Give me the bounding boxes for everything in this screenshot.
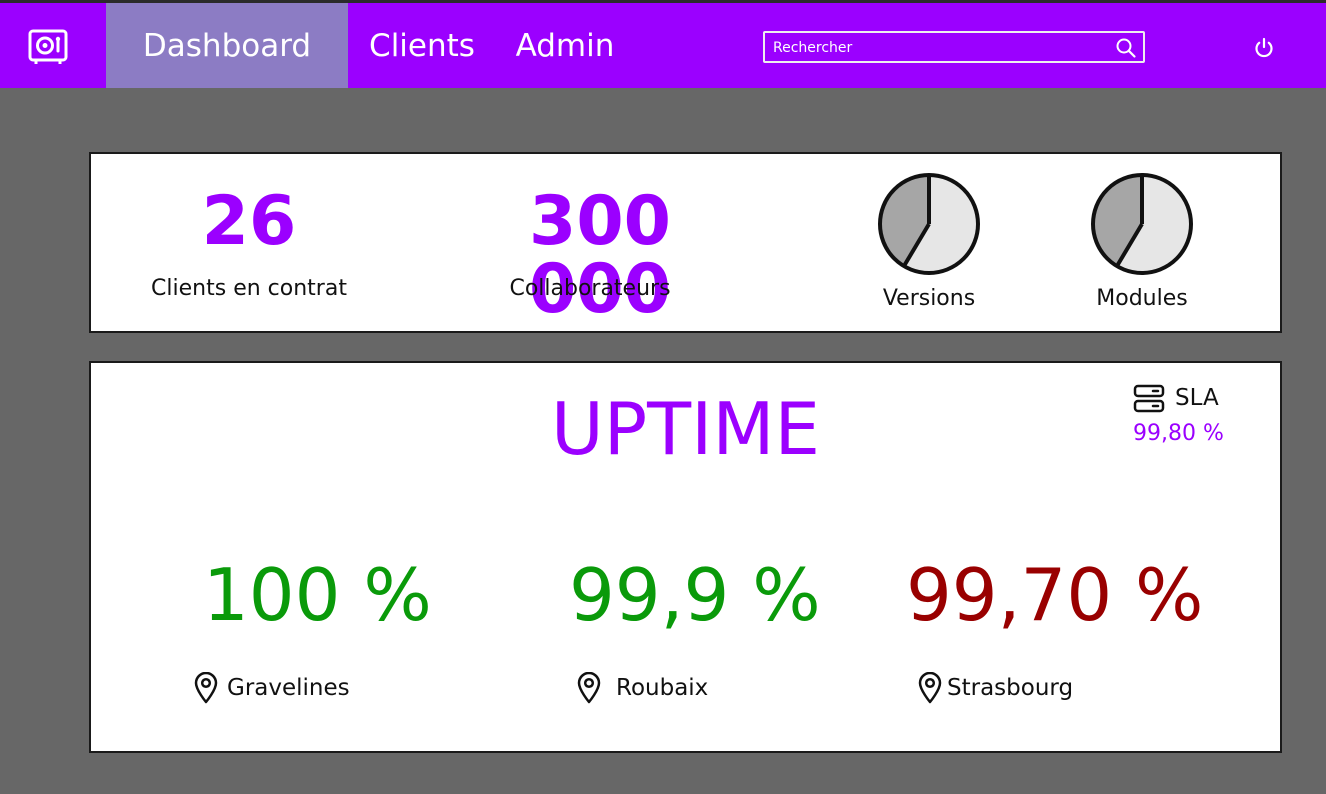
safe-icon[interactable]: [28, 27, 68, 67]
clients-label: Clients en contrat: [151, 276, 347, 301]
nav-tab-clients[interactable]: Clients: [369, 27, 475, 64]
top-navbar: Dashboard Clients Admin: [0, 0, 1326, 88]
map-pin-icon: [194, 672, 218, 704]
uptime-title: UPTIME: [551, 387, 820, 471]
uptime-value-roubaix: 99,9 %: [569, 553, 821, 637]
site-label: Gravelines: [227, 675, 350, 701]
sla-label: SLA: [1175, 385, 1219, 411]
site-label: Strasbourg: [947, 675, 1074, 701]
versions-pie-chart[interactable]: [877, 172, 981, 276]
sla-value: 99,80 %: [1133, 421, 1224, 446]
collaborators-label: Collaborateurs: [509, 276, 671, 301]
search-input[interactable]: [771, 35, 1105, 61]
versions-label: Versions: [882, 286, 976, 311]
nav-tab-dashboard[interactable]: Dashboard: [106, 3, 348, 88]
map-pin-icon: [918, 672, 942, 704]
stats-panel: 26 Clients en contrat 300 000 Collaborat…: [89, 152, 1282, 333]
server-icon: [1133, 384, 1165, 413]
uptime-value-gravelines: 100 %: [203, 553, 432, 637]
power-icon[interactable]: [1252, 36, 1276, 60]
site-gravelines[interactable]: Gravelines: [193, 670, 350, 706]
uptime-panel: UPTIME SLA 99,80 % 100 % 99,9 % 99,70 % …: [89, 361, 1282, 753]
modules-label: Modules: [1096, 286, 1188, 311]
modules-pie-chart[interactable]: [1090, 172, 1194, 276]
search-icon[interactable]: [1115, 37, 1137, 59]
site-label: Roubaix: [616, 675, 709, 701]
site-roubaix[interactable]: Roubaix: [576, 670, 708, 706]
collaborators-count: 300 000: [529, 182, 671, 329]
uptime-value-strasbourg: 99,70 %: [906, 553, 1204, 637]
site-strasbourg[interactable]: Strasbourg: [917, 670, 1073, 706]
search-box: [763, 31, 1145, 63]
sla-indicator: SLA 99,80 %: [1131, 384, 1241, 446]
clients-count: 26: [201, 182, 297, 261]
map-pin-icon: [577, 672, 601, 704]
nav-tab-admin[interactable]: Admin: [515, 27, 615, 64]
